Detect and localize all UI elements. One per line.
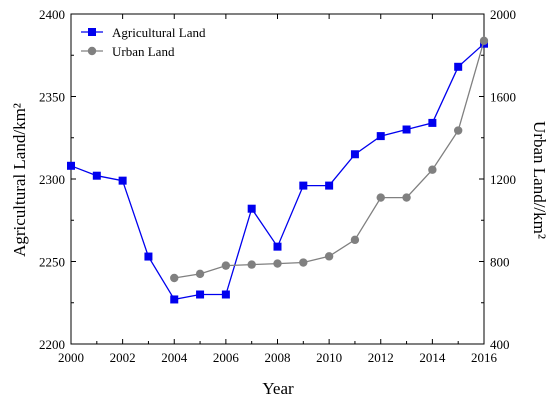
data-point-urban [428, 165, 437, 174]
x-tick-label: 2014 [419, 350, 446, 365]
data-point-urban [273, 259, 282, 268]
data-point-urban [479, 36, 489, 46]
legend-marker-agricultural [88, 28, 96, 36]
data-point-agricultural [118, 176, 127, 185]
data-point-agricultural [350, 150, 359, 159]
x-tick-label: 2006 [213, 350, 240, 365]
data-point-agricultural [221, 290, 230, 299]
data-point-agricultural [67, 161, 75, 170]
x-axis-title: Year [262, 379, 294, 398]
y-left-tick-label: 2200 [39, 337, 65, 352]
data-point-urban [324, 252, 334, 261]
data-point-urban [402, 193, 411, 202]
data-point-agricultural [273, 242, 282, 251]
y-left-tick-label: 2250 [39, 255, 65, 270]
x-tick-label: 2008 [265, 350, 291, 365]
y-right-tick-label: 800 [490, 255, 510, 270]
data-point-agricultural [454, 62, 463, 71]
legend-label-agricultural: Agricultural Land [112, 25, 206, 40]
y-right-tick-label: 400 [490, 337, 510, 352]
data-point-agricultural [299, 181, 308, 190]
plot-frame [70, 13, 485, 345]
data-point-agricultural [402, 125, 411, 134]
data-point-agricultural [247, 204, 256, 213]
y-right-tick-label: 1200 [490, 172, 516, 187]
y-axis-title-right: Urban Land//km² [530, 121, 549, 239]
data-point-agricultural [196, 290, 205, 299]
y-left-tick-label: 2400 [39, 7, 65, 22]
data-point-urban [299, 258, 308, 267]
series-line-urban [174, 40, 485, 279]
data-point-agricultural [144, 252, 153, 261]
y-right-tick-label: 1600 [490, 90, 516, 105]
axis-ticks: 2000 2002 2004 2006 2008 2010 2012 2014 2016 2200… [39, 7, 516, 365]
data-point-urban [376, 193, 385, 202]
data-point-urban [350, 235, 360, 245]
legend: Agricultural Land Urban Land [81, 25, 206, 59]
data-point-agricultural [376, 132, 385, 141]
y-left-tick-label: 2350 [39, 90, 65, 105]
y-axis-title-left: Agricultural Land/km² [10, 103, 29, 257]
y-right-tick-label: 2000 [490, 7, 516, 22]
data-point-agricultural [92, 171, 101, 180]
legend-marker-urban [87, 46, 97, 56]
data-point-agricultural [325, 181, 334, 190]
data-point-agricultural [428, 118, 437, 127]
data-point-urban [195, 269, 205, 279]
plot-border [70, 13, 485, 345]
legend-label-urban: Urban Land [112, 44, 175, 59]
data-point-agricultural [170, 295, 179, 304]
x-tick-label: 2002 [110, 350, 136, 365]
series-layer [67, 36, 489, 304]
data-point-urban [453, 126, 463, 135]
x-tick-label: 2012 [368, 350, 394, 365]
data-point-urban [221, 261, 231, 270]
y-left-tick-label: 2300 [39, 172, 65, 187]
x-tick-label: 2000 [58, 350, 84, 365]
x-tick-label: 2016 [471, 350, 498, 365]
data-point-urban [170, 273, 179, 283]
x-tick-label: 2004 [161, 350, 188, 365]
x-tick-label: 2010 [316, 350, 342, 365]
data-point-urban [247, 260, 256, 269]
